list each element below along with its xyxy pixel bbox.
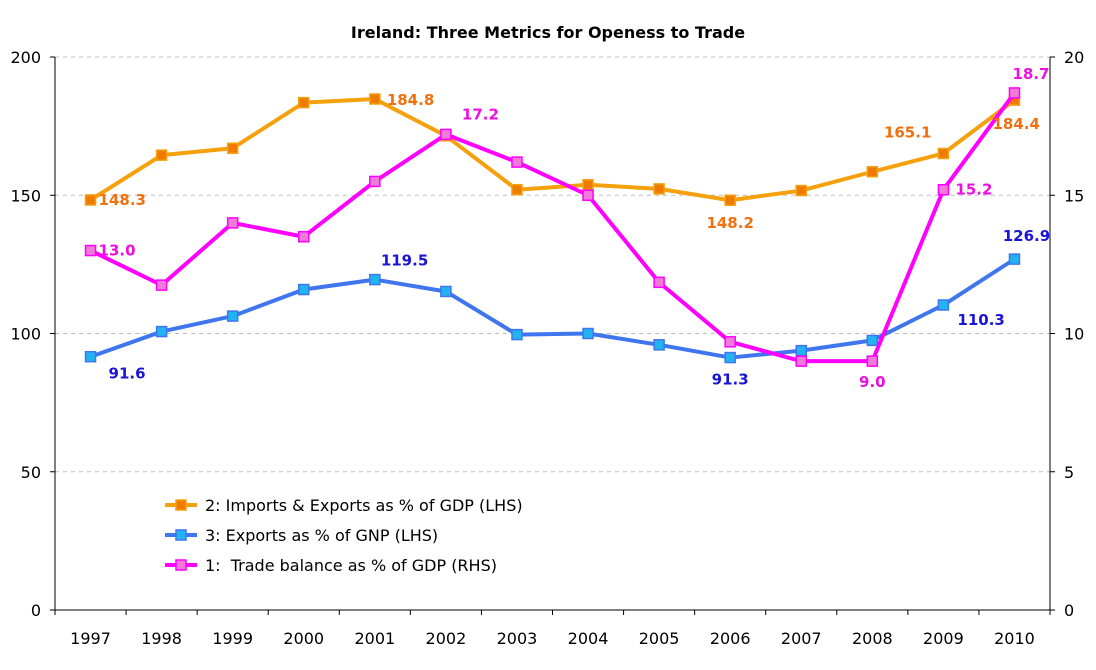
left-tick-label: 150 [10,186,41,205]
series-line [89,257,1016,360]
series-line [89,91,1017,364]
data-point-marker [511,156,523,168]
left-tick-label: 50 [21,463,41,482]
data-label: 13.0 [99,242,136,260]
data-point-marker [582,178,594,191]
data-point-marker [511,328,523,341]
data-point-marker [440,285,452,298]
data-label: 91.6 [109,365,146,383]
data-point-marker [84,194,97,206]
right-tick-label: 10 [1064,325,1084,344]
legend-swatch-marker [175,529,187,541]
x-tick-label: 1999 [212,629,253,648]
right-tick-label: 20 [1064,48,1084,67]
x-tick-label: 2002 [426,629,467,648]
legend: 2: Imports & Exports as % of GDP (LHS) 3:… [165,496,523,575]
data-point-marker [724,351,736,364]
data-label: 18.7 [1012,65,1049,83]
data-point-marker [937,299,950,311]
data-labels: 91.6 119.5 91.3 110.3 126.9 148.3 184.8 148.2 16… [99,65,1051,391]
data-point-marker [226,142,239,154]
data-label: 184.4 [992,115,1039,133]
data-point-marker [369,175,381,188]
x-tick-label: 2003 [497,629,538,648]
right-tick-label: 0 [1064,601,1074,620]
data-label: 91.3 [712,371,749,389]
data-label: 148.2 [706,214,753,232]
data-label: 110.3 [957,311,1004,329]
legend-label: 2: Imports & Exports as % of GDP (LHS) [205,496,523,515]
left-tick-label: 0 [31,601,41,620]
data-label: 165.1 [884,123,931,141]
legend-swatch-marker [175,499,187,511]
x-tick-label: 2001 [354,629,395,648]
data-label: 9.0 [859,373,886,391]
data-point-marker [866,355,879,367]
x-tick-label: 1998 [141,629,182,648]
x-tick-label: 2009 [923,629,964,648]
data-point-marker [511,183,523,196]
data-point-marker [582,327,594,340]
data-point-marker [155,149,168,161]
data-point-marker [440,128,452,141]
x-tick-label: 2007 [781,629,822,648]
legend-item: 2: Imports & Exports as % of GDP (LHS) [165,496,523,515]
data-point-marker [724,336,736,348]
series-line [89,97,1016,203]
data-point-marker [298,230,310,243]
data-point-marker [298,283,310,296]
data-label: 184.8 [387,91,434,109]
legend-swatch-marker [175,559,187,571]
data-point-marker [653,276,665,289]
data-point-marker [226,310,239,322]
data-point-marker [369,273,381,286]
data-point-marker [369,93,381,105]
x-tick-label: 2005 [639,629,680,648]
data-point-marker [155,279,168,291]
legend-item: 3: Exports as % of GNP (LHS) [165,526,438,545]
x-tick-label: 2010 [994,629,1035,648]
data-label: 17.2 [462,105,499,123]
data-point-marker [795,184,807,197]
data-point-marker [724,194,736,206]
data-label: 148.3 [99,191,146,209]
legend-label: 1: Trade balance as % of GDP (RHS) [205,556,497,575]
data-point-marker [937,147,950,160]
data-point-marker [795,344,807,357]
legend-label: 3: Exports as % of GNP (LHS) [205,526,438,545]
right-tick-label: 15 [1064,186,1084,205]
data-point-marker [937,183,950,196]
data-label: 119.5 [381,252,428,270]
data-point-marker [1008,87,1021,99]
grid-lines [55,56,1050,473]
left-tick-label: 100 [10,325,41,344]
legend-item: 1: Trade balance as % of GDP (RHS) [165,556,497,575]
data-point-marker [84,350,97,363]
data-point-marker [653,183,665,195]
x-tick-label: 2000 [283,629,324,648]
data-point-marker [1008,253,1021,265]
series-layer [84,87,1021,367]
data-point-marker [653,339,665,351]
x-tick-label: 1997 [70,629,111,648]
data-point-marker [226,217,239,229]
right-tick-label: 5 [1064,463,1074,482]
left-tick-label: 200 [10,48,41,67]
x-tick-label: 2006 [710,629,751,648]
chart-title: Ireland: Three Metrics for Openess to Tr… [351,23,745,42]
data-point-marker [155,325,168,338]
data-label: 126.9 [1003,227,1050,245]
data-point-marker [795,355,807,367]
data-point-marker [866,165,879,178]
data-point-marker [84,244,97,257]
data-point-marker [298,96,310,109]
data-point-marker [582,189,594,201]
x-tick-label: 2004 [568,629,609,648]
data-label: 15.2 [955,181,992,199]
data-point-marker [866,334,879,347]
x-tick-label: 2008 [852,629,893,648]
